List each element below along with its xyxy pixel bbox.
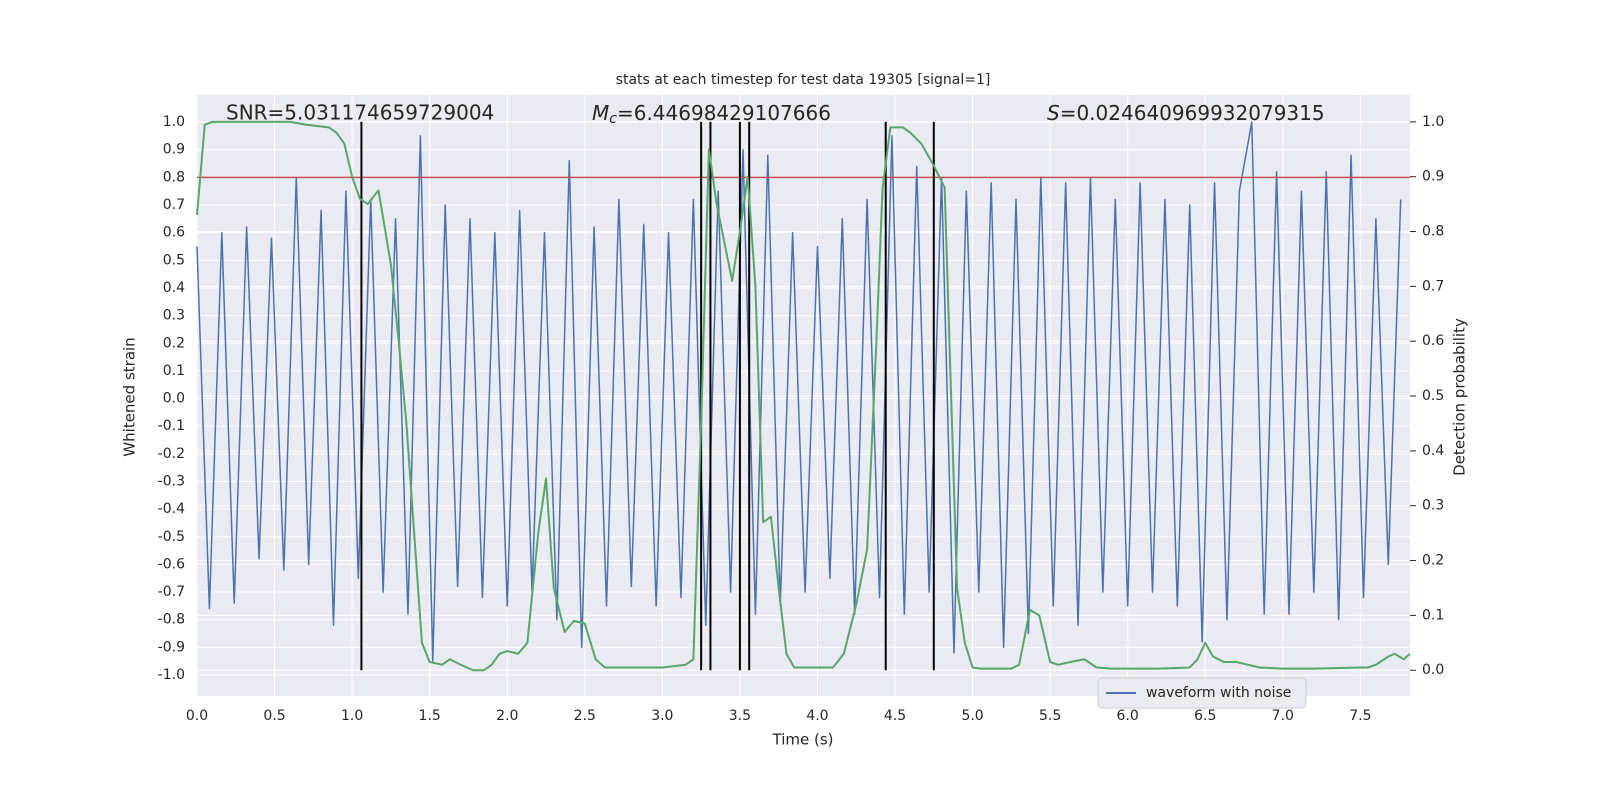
x-tick-label: 1.5 [419,708,441,724]
y-tick-label: 0.7 [163,197,185,213]
y-tick-label: -1.0 [158,667,185,683]
y2-tick-label: 0.5 [1422,388,1444,404]
y-tick-label: -0.3 [158,473,185,489]
y2-tick-label: 0.8 [1422,224,1444,240]
annotation-text: =6.44698429107666 [617,101,831,125]
annotation: SNR=5.031174659729004 [226,101,494,125]
x-tick-label: 3.0 [651,708,673,724]
annotation-symbol: M [592,101,609,125]
y-tick-label: 1.0 [163,114,185,130]
y2-tick-label: 0.7 [1422,278,1444,294]
y2-tick-label: 0.2 [1422,553,1444,569]
y-tick-label: -0.8 [158,612,185,628]
legend-label: waveform with noise [1146,685,1291,701]
x-tick-label: 2.5 [574,708,596,724]
y-tick-label: 0.0 [163,391,185,407]
x-tick-label: 2.0 [496,708,518,724]
y-tick-label: 0.2 [163,335,185,351]
y2-axis-label: Detection probability [1451,318,1469,476]
annotation-symbol: S [1047,101,1060,125]
marks [196,121,1410,671]
y-tick-label: 0.6 [163,225,185,241]
y-tick-label: 0.3 [163,308,185,324]
x-axis-label: Time (s) [772,731,834,749]
y-tick-label: 0.8 [163,169,185,185]
y2-tick-label: 0.6 [1422,333,1444,349]
x-tick-label: 6.0 [1117,708,1139,724]
y-tick-label: 0.5 [163,252,185,268]
y2-tick-label: 0.9 [1422,169,1444,185]
y-tick-label: 0.9 [163,142,185,158]
x-tick-label: 3.5 [729,708,751,724]
annotation: S=0.024640969932079315 [1047,101,1325,125]
x-tick-label: 7.5 [1349,708,1371,724]
x-tick-label: 0.5 [263,708,285,724]
x-tick-label: 1.0 [341,708,363,724]
annotation-subscript: c [609,111,617,127]
y2-tick-label: 0.4 [1422,443,1444,459]
x-tick-label: 5.5 [1039,708,1061,724]
y2-tick-label: 0.1 [1422,607,1444,623]
annotation: Mc=6.44698429107666 [592,101,831,128]
x-tick-label: 4.0 [806,708,828,724]
y-tick-label: -0.2 [158,446,185,462]
y-tick-label: 0.1 [163,363,185,379]
plot-area [197,95,1410,696]
y2-tick-label: 1.0 [1422,114,1444,130]
y-tick-label: -0.4 [158,501,185,517]
annotation-text: =0.024640969932079315 [1060,101,1325,125]
probability-line [196,120,1411,672]
chart-title: stats at each timestep for test data 193… [616,72,991,88]
x-tick-label: 6.5 [1194,708,1216,724]
x-tick-label: 5.0 [961,708,983,724]
y2-tick-label: 0.0 [1422,662,1444,678]
y-tick-label: -0.7 [158,584,185,600]
y-tick-label: -0.6 [158,556,185,572]
legend: waveform with noise [1097,677,1307,709]
y-tick-label: 0.4 [163,280,185,296]
y-axis-label: Whitened strain [121,337,139,456]
y-tick-label: -0.1 [158,418,185,434]
y2-tick-label: 0.3 [1422,498,1444,514]
waveform-line [196,121,1402,662]
y-tick-label: -0.9 [158,639,185,655]
overlay: waveform with noise [196,120,1411,709]
legend-box [1097,677,1307,709]
y-tick-label: -0.5 [158,529,185,545]
x-tick-label: 0.0 [186,708,208,724]
x-tick-label: 7.0 [1272,708,1294,724]
x-tick-label: 4.5 [884,708,906,724]
